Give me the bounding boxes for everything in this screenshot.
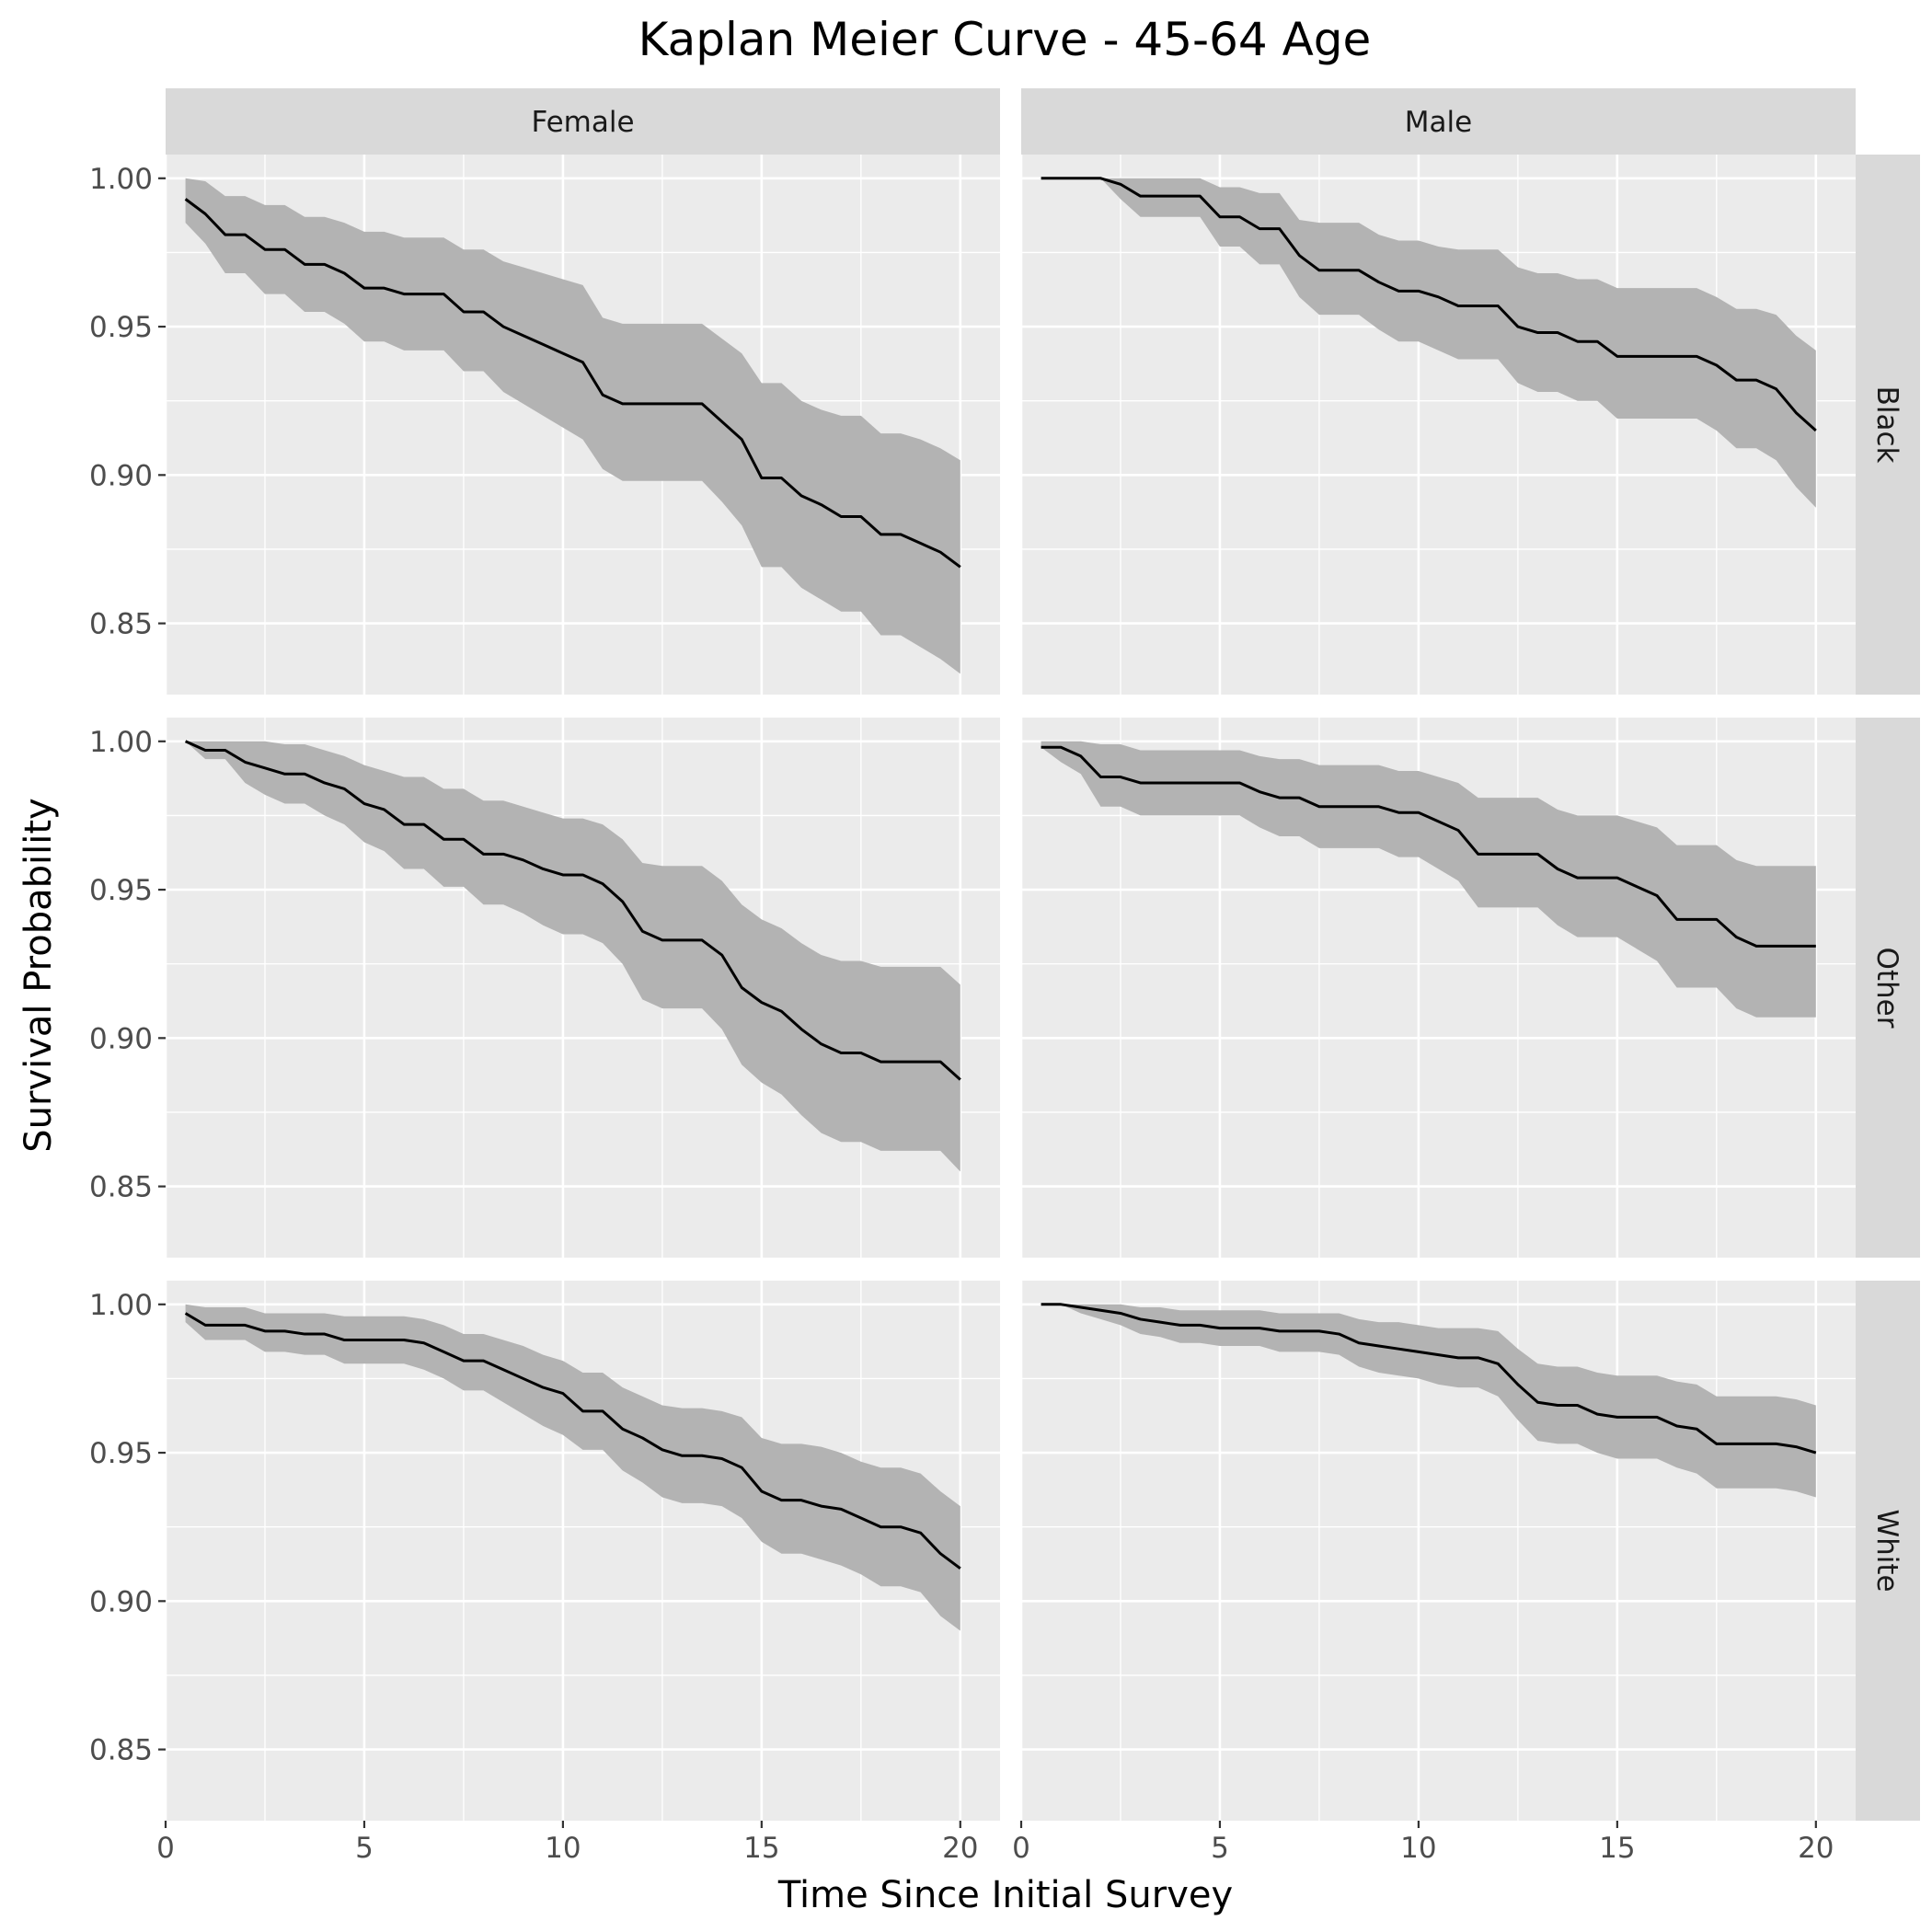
strip-male [1021, 88, 1856, 155]
panel-white-female: 0.85 0.90 0.95 1.00 0 5 10 15 20 [89, 1281, 1000, 1865]
confidence-band-black-male [1041, 178, 1816, 508]
y-tick-label: 0.85 [89, 1734, 153, 1767]
strip-label-white: White [1870, 1509, 1903, 1592]
panel-black-male [1019, 155, 1856, 695]
survival-line-other-male [1041, 745, 1816, 948]
x-tick-label: 20 [1798, 1832, 1834, 1865]
strip-label-male: Male [1405, 106, 1472, 139]
x-tick-label: 15 [1599, 1832, 1635, 1865]
y-tick-label: 1.00 [89, 163, 153, 196]
y-tick-label: 1.00 [89, 726, 153, 759]
x-tick-label: 5 [1211, 1832, 1229, 1865]
x-axis-title: Time Since Initial Survey [777, 1874, 1233, 1916]
y-tick-label: 1.00 [89, 1289, 153, 1322]
panel-white-male: 0 5 10 15 20 [1012, 1281, 1856, 1865]
strip-label-black: Black [1870, 386, 1903, 464]
y-tick-label: 0.90 [89, 1022, 153, 1055]
y-tick-label: 0.95 [89, 311, 153, 344]
strip-other [1856, 718, 1920, 1258]
confidence-band-white-male [1041, 1304, 1816, 1498]
chart-title: Kaplan Meier Curve - 45-64 Age [638, 13, 1372, 66]
strip-female [166, 88, 1000, 155]
confidence-band-other-male [1041, 741, 1816, 1018]
panel-other-male [1019, 718, 1856, 1258]
x-tick-label: 5 [355, 1832, 374, 1865]
survival-line-black-female [184, 198, 961, 569]
y-tick-label: 0.85 [89, 1171, 153, 1204]
y-tick-label: 0.95 [89, 1437, 153, 1470]
panels-layer: Female Male Black Other White 0.85 0.90 0.95 1.0… [89, 88, 1920, 1865]
x-tick-label: 15 [743, 1832, 779, 1865]
panel-other-female: 0.85 0.90 0.95 1.00 [89, 718, 1000, 1258]
survival-line-white-male [1041, 1303, 1817, 1455]
y-axis-title: Survival Probability [17, 798, 60, 1152]
y-tick-label: 0.95 [89, 874, 153, 907]
strip-black [1856, 155, 1920, 695]
confidence-band-white-female [185, 1304, 960, 1631]
strip-white [1856, 1281, 1920, 1821]
x-tick-label: 20 [942, 1832, 978, 1865]
strip-label-other: Other [1870, 947, 1903, 1028]
panel-black-female: 0.85 0.90 0.95 1.00 [89, 155, 1000, 695]
y-tick-label: 0.85 [89, 608, 153, 641]
strip-label-female: Female [531, 106, 634, 139]
confidence-band-black-female [185, 178, 960, 674]
survival-line-white-female [184, 1312, 961, 1570]
x-tick-label: 10 [545, 1832, 581, 1865]
x-tick-label: 0 [156, 1832, 175, 1865]
survival-line-black-male [1041, 177, 1817, 432]
survival-line-other-female [184, 740, 961, 1081]
y-tick-label: 0.90 [89, 1585, 153, 1618]
x-tick-label: 10 [1400, 1832, 1436, 1865]
confidence-band-other-female [185, 741, 960, 1172]
x-tick-label: 0 [1012, 1832, 1030, 1865]
y-tick-label: 0.90 [89, 459, 153, 492]
